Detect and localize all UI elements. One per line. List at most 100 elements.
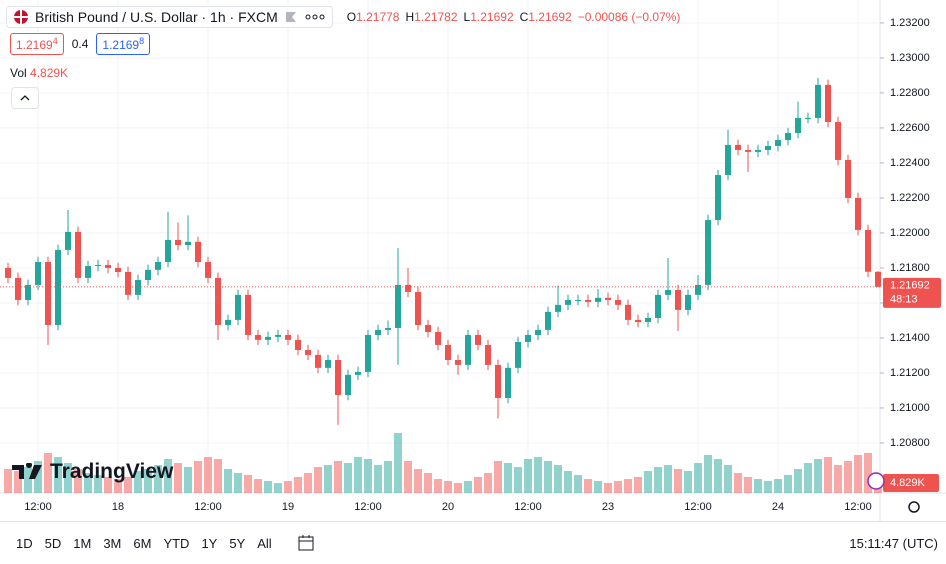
legend-key: H: [405, 10, 415, 24]
bid: 1.2169: [16, 38, 53, 52]
candle-body: [455, 359, 461, 365]
candle-body: [345, 374, 351, 395]
candle-body: [575, 299, 581, 301]
volume-bar: [34, 461, 42, 493]
y-tick-label: 1.23200: [890, 17, 930, 29]
volume-bar: [174, 463, 182, 493]
collapse-btn[interactable]: [11, 87, 39, 109]
y-tick-label: 1.22200: [890, 192, 930, 204]
clock: 15:11:47 (UTC): [849, 535, 938, 551]
candle-body: [65, 231, 71, 250]
candle-body: [395, 284, 401, 328]
candle-body: [565, 299, 571, 305]
candle-body: [285, 334, 291, 340]
toolbar: 1D 5D 1M 3M 6M YTD 1Y 5Y All 15:11:47 (UTC): [0, 521, 946, 564]
candle-body: [135, 280, 141, 295]
volume-bar: [614, 481, 622, 493]
legend-value: 1.21692: [470, 10, 514, 24]
candle-body: [295, 339, 301, 351]
candle-body: [675, 289, 681, 310]
volume-bar: [544, 461, 552, 493]
date-range-icon[interactable]: [296, 533, 318, 553]
y-tick-label: 1.22400: [890, 157, 930, 169]
candle-body: [695, 284, 701, 295]
volume-bar: [724, 465, 732, 493]
candle-body: [795, 117, 801, 134]
flag-btn[interactable]: [284, 10, 298, 24]
candle-body: [625, 304, 631, 320]
candle-body: [765, 145, 771, 150]
alert-icon: [867, 472, 885, 490]
countdown: 48:13: [890, 294, 918, 306]
candle-body: [155, 261, 161, 270]
volume-bar: [264, 481, 272, 493]
x-tick-label: 18: [112, 501, 124, 513]
volume-bar: [824, 457, 832, 493]
y-tick-label: 1.22800: [890, 87, 930, 99]
candle-body: [555, 304, 561, 312]
volume-bar: [454, 483, 462, 493]
candle-body: [5, 267, 11, 278]
candle-body: [505, 367, 511, 398]
volume-bar: [204, 457, 212, 493]
volume-bar: [194, 461, 202, 493]
quote: 1.21694 0.4 1.21698: [10, 33, 151, 55]
range-button[interactable]: All: [257, 535, 272, 551]
volume-bar: [364, 459, 372, 493]
candle-body: [55, 249, 61, 325]
volume-badge: [883, 474, 939, 492]
volume-bar: [44, 453, 52, 493]
volume-bar: [674, 469, 682, 493]
sell-box[interactable]: 1.21694: [10, 33, 64, 55]
candle-body: [165, 239, 171, 262]
more-btn[interactable]: [304, 10, 326, 24]
candle-body: [805, 117, 811, 119]
symbol-box[interactable]: British Pound / U.S. Dollar · 1h · FXCM: [6, 6, 333, 28]
volume-bar: [484, 473, 492, 493]
y-tick-label: 1.21200: [890, 367, 930, 379]
volume-bar: [624, 479, 632, 493]
range-button[interactable]: 3M: [103, 535, 122, 551]
x-tick-label: 23: [602, 501, 614, 513]
buy-box[interactable]: 1.21698: [96, 33, 151, 55]
volume-bar: [684, 471, 692, 493]
candle-body: [595, 297, 601, 302]
volume-bar: [464, 481, 472, 493]
candle-body: [195, 241, 201, 262]
volume-bar: [84, 473, 92, 493]
x-tick-label: 12:00: [194, 501, 222, 513]
candle-body: [665, 289, 671, 295]
candle-body: [435, 331, 441, 345]
range-button[interactable]: YTD: [163, 535, 190, 551]
candle-body: [265, 336, 271, 340]
ask: 1.2169: [102, 38, 140, 52]
flag-icon: [14, 10, 28, 24]
y-tick-label: 1.21000: [890, 402, 930, 414]
volume-bar: [594, 481, 602, 493]
volume-bar: [504, 463, 512, 493]
volume-bar: [744, 477, 752, 493]
legend-key: L: [463, 10, 471, 24]
range-button[interactable]: 5D: [44, 535, 62, 551]
candle-body: [475, 334, 481, 345]
volume-bar: [304, 473, 312, 493]
legend-value: 1.21692: [528, 10, 572, 24]
range-button[interactable]: 1D: [16, 535, 33, 551]
candle-body: [545, 311, 551, 330]
range-button[interactable]: 6M: [133, 535, 152, 551]
candle-body: [585, 299, 591, 302]
volume-bar: [144, 469, 152, 493]
volume-badge-label: 4.829K: [890, 477, 926, 489]
range-button[interactable]: 1Y: [201, 535, 218, 551]
volume-bar: [164, 459, 172, 493]
y-tick-label: 1.20800: [890, 437, 930, 449]
candle-body: [465, 334, 471, 365]
candle-body: [495, 364, 501, 398]
range-button[interactable]: 5Y: [229, 535, 246, 551]
volume-bar: [854, 455, 862, 493]
y-tick-label: 1.22600: [890, 122, 930, 134]
spread: 0.4: [71, 37, 89, 51]
candle-body: [25, 284, 31, 300]
range-button[interactable]: 1M: [73, 535, 92, 551]
candle-body: [355, 371, 361, 375]
